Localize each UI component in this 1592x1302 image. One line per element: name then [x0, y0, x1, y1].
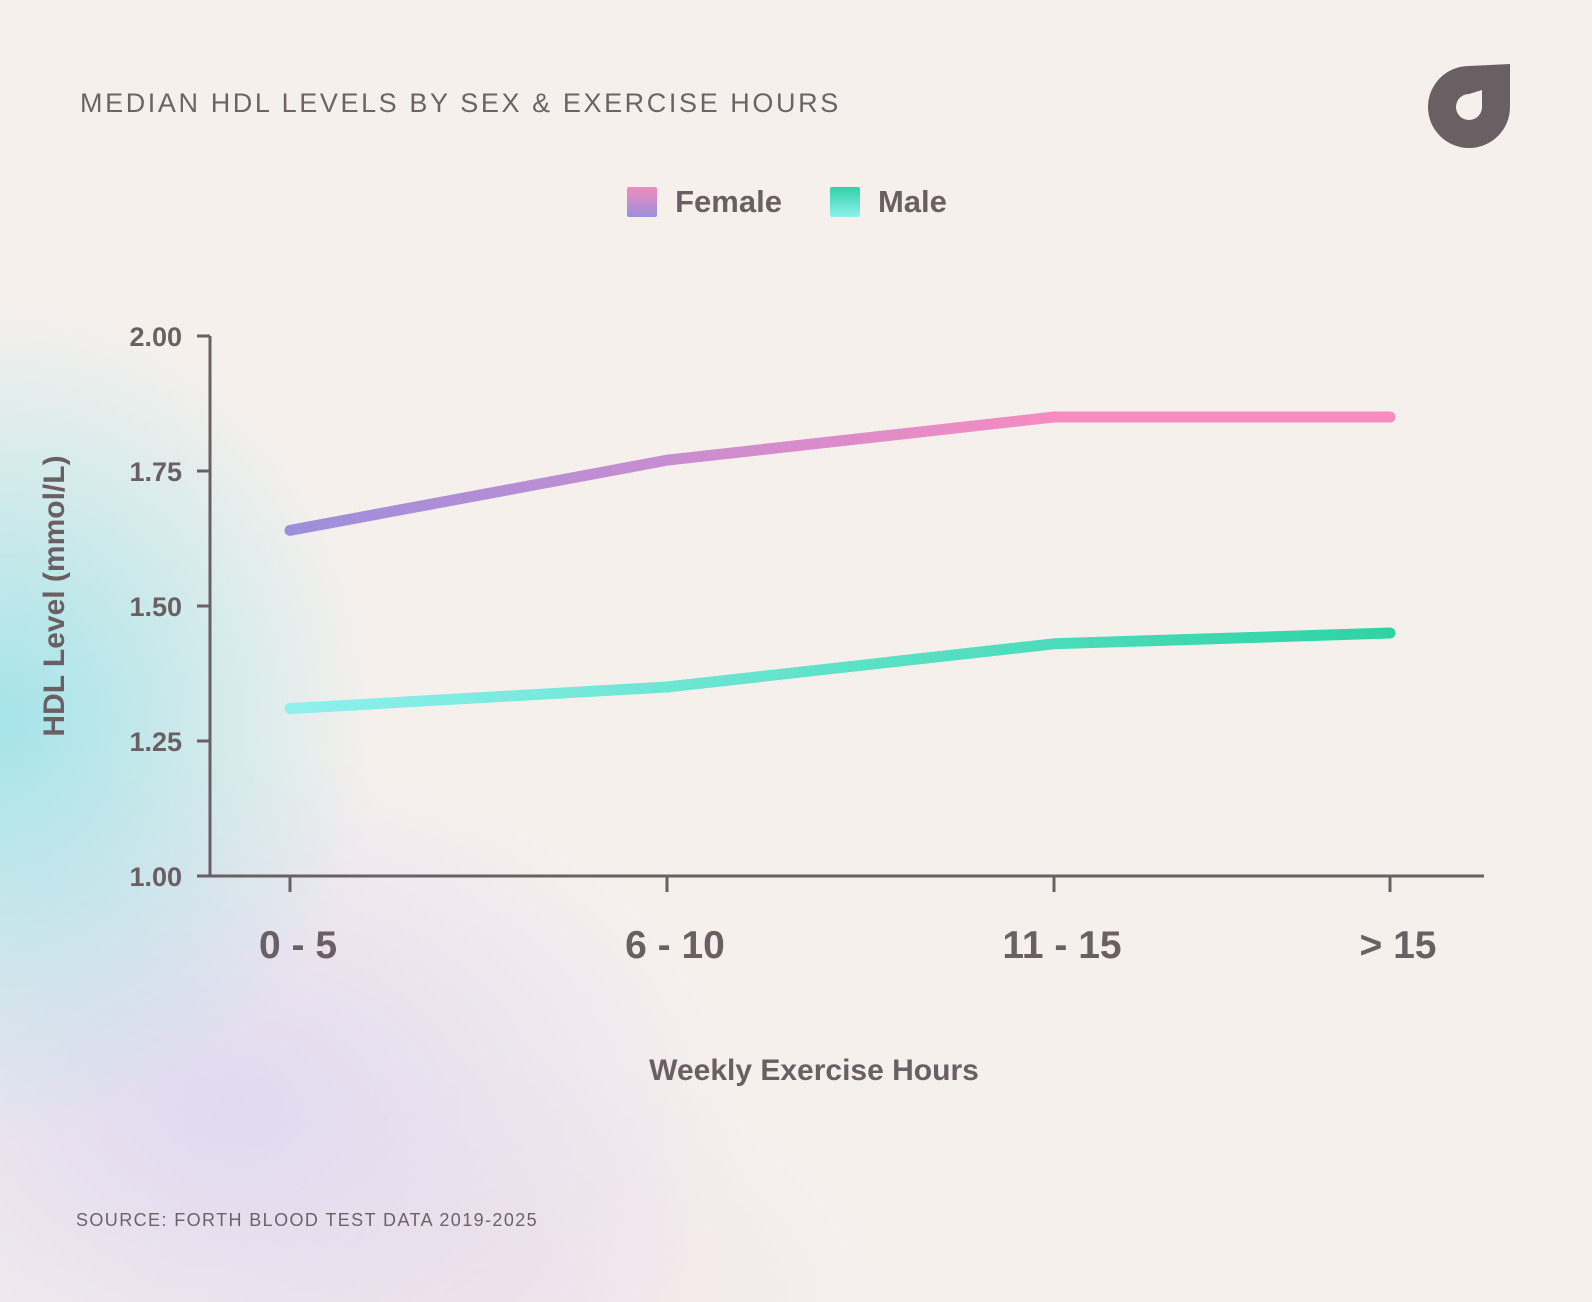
y-tick-label: 1.50 [129, 592, 182, 622]
legend-swatch-female [627, 187, 658, 217]
chart-series [284, 411, 1396, 715]
legend-label-male: Male [877, 184, 947, 219]
x-tick-label: > 15 [1360, 924, 1437, 967]
y-tick-label: 1.00 [129, 862, 182, 892]
y-tick-label: 1.25 [129, 727, 182, 757]
forth-logo-icon [1428, 64, 1510, 148]
series-line-male [284, 627, 1396, 715]
x-tick-label: 6 - 10 [625, 924, 725, 967]
y-axis-ticks: 1.00 1.25 1.50 1.75 2.00 [129, 322, 210, 892]
x-tick-label: 11 - 15 [1002, 924, 1121, 967]
series-line-female [284, 411, 1396, 536]
legend-item-male: Male [829, 184, 947, 220]
legend-item-female: Female [627, 184, 782, 220]
legend-swatch-male [829, 187, 860, 217]
x-tick-label: 0 - 5 [259, 924, 337, 967]
source-note: SOURCE: FORTH BLOOD TEST DATA 2019-2025 [76, 1210, 539, 1230]
legend-label-female: Female [675, 184, 782, 219]
chart-title: MEDIAN HDL LEVELS BY SEX & EXERCISE HOUR… [80, 88, 841, 118]
x-axis-label: Weekly Exercise Hours [649, 1054, 979, 1087]
chart-legend: Female Male [0, 184, 1592, 220]
y-tick-label: 2.00 [129, 322, 182, 352]
y-tick-label: 1.75 [129, 457, 182, 487]
x-axis-ticks: 0 - 5 6 - 10 11 - 15 > 15 [259, 876, 1437, 967]
